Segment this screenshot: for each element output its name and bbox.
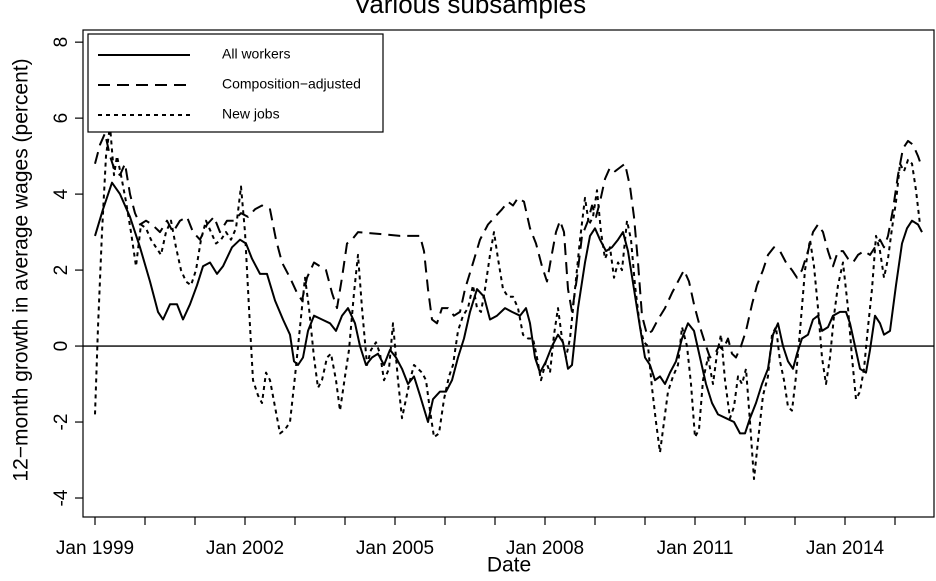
y-tick-label: 0: [51, 341, 72, 352]
x-tick-label: Jan 2008: [506, 538, 584, 559]
x-tick-label: Jan 2005: [356, 538, 434, 559]
legend-label: New jobs: [222, 106, 280, 122]
y-tick-label: -2: [51, 414, 72, 431]
x-tick-label: Jan 2011: [657, 538, 734, 559]
y-tick-label: -4: [51, 489, 72, 506]
y-tick-label: 4: [51, 188, 72, 199]
y-axis-label: 12−month growth in average wages (percen…: [10, 58, 33, 481]
x-tick-label: Jan 2014: [806, 538, 885, 559]
y-tick-label: 6: [51, 113, 72, 124]
x-tick-label: Jan 1999: [56, 538, 134, 559]
legend-label: Composition−adjusted: [222, 76, 361, 92]
x-tick-label: Jan 2002: [206, 538, 284, 559]
series-line: [94, 132, 923, 359]
legend-box: [87, 33, 384, 133]
plot-frame: [82, 29, 935, 518]
series-line: [94, 124, 921, 480]
chart-title: Various subsamples: [354, 0, 586, 19]
x-axis-label: Date: [487, 554, 531, 577]
legend-label: All workers: [222, 46, 290, 62]
series-line: [94, 181, 923, 435]
y-tick-label: 8: [51, 37, 72, 48]
y-tick-label: 2: [51, 265, 72, 276]
